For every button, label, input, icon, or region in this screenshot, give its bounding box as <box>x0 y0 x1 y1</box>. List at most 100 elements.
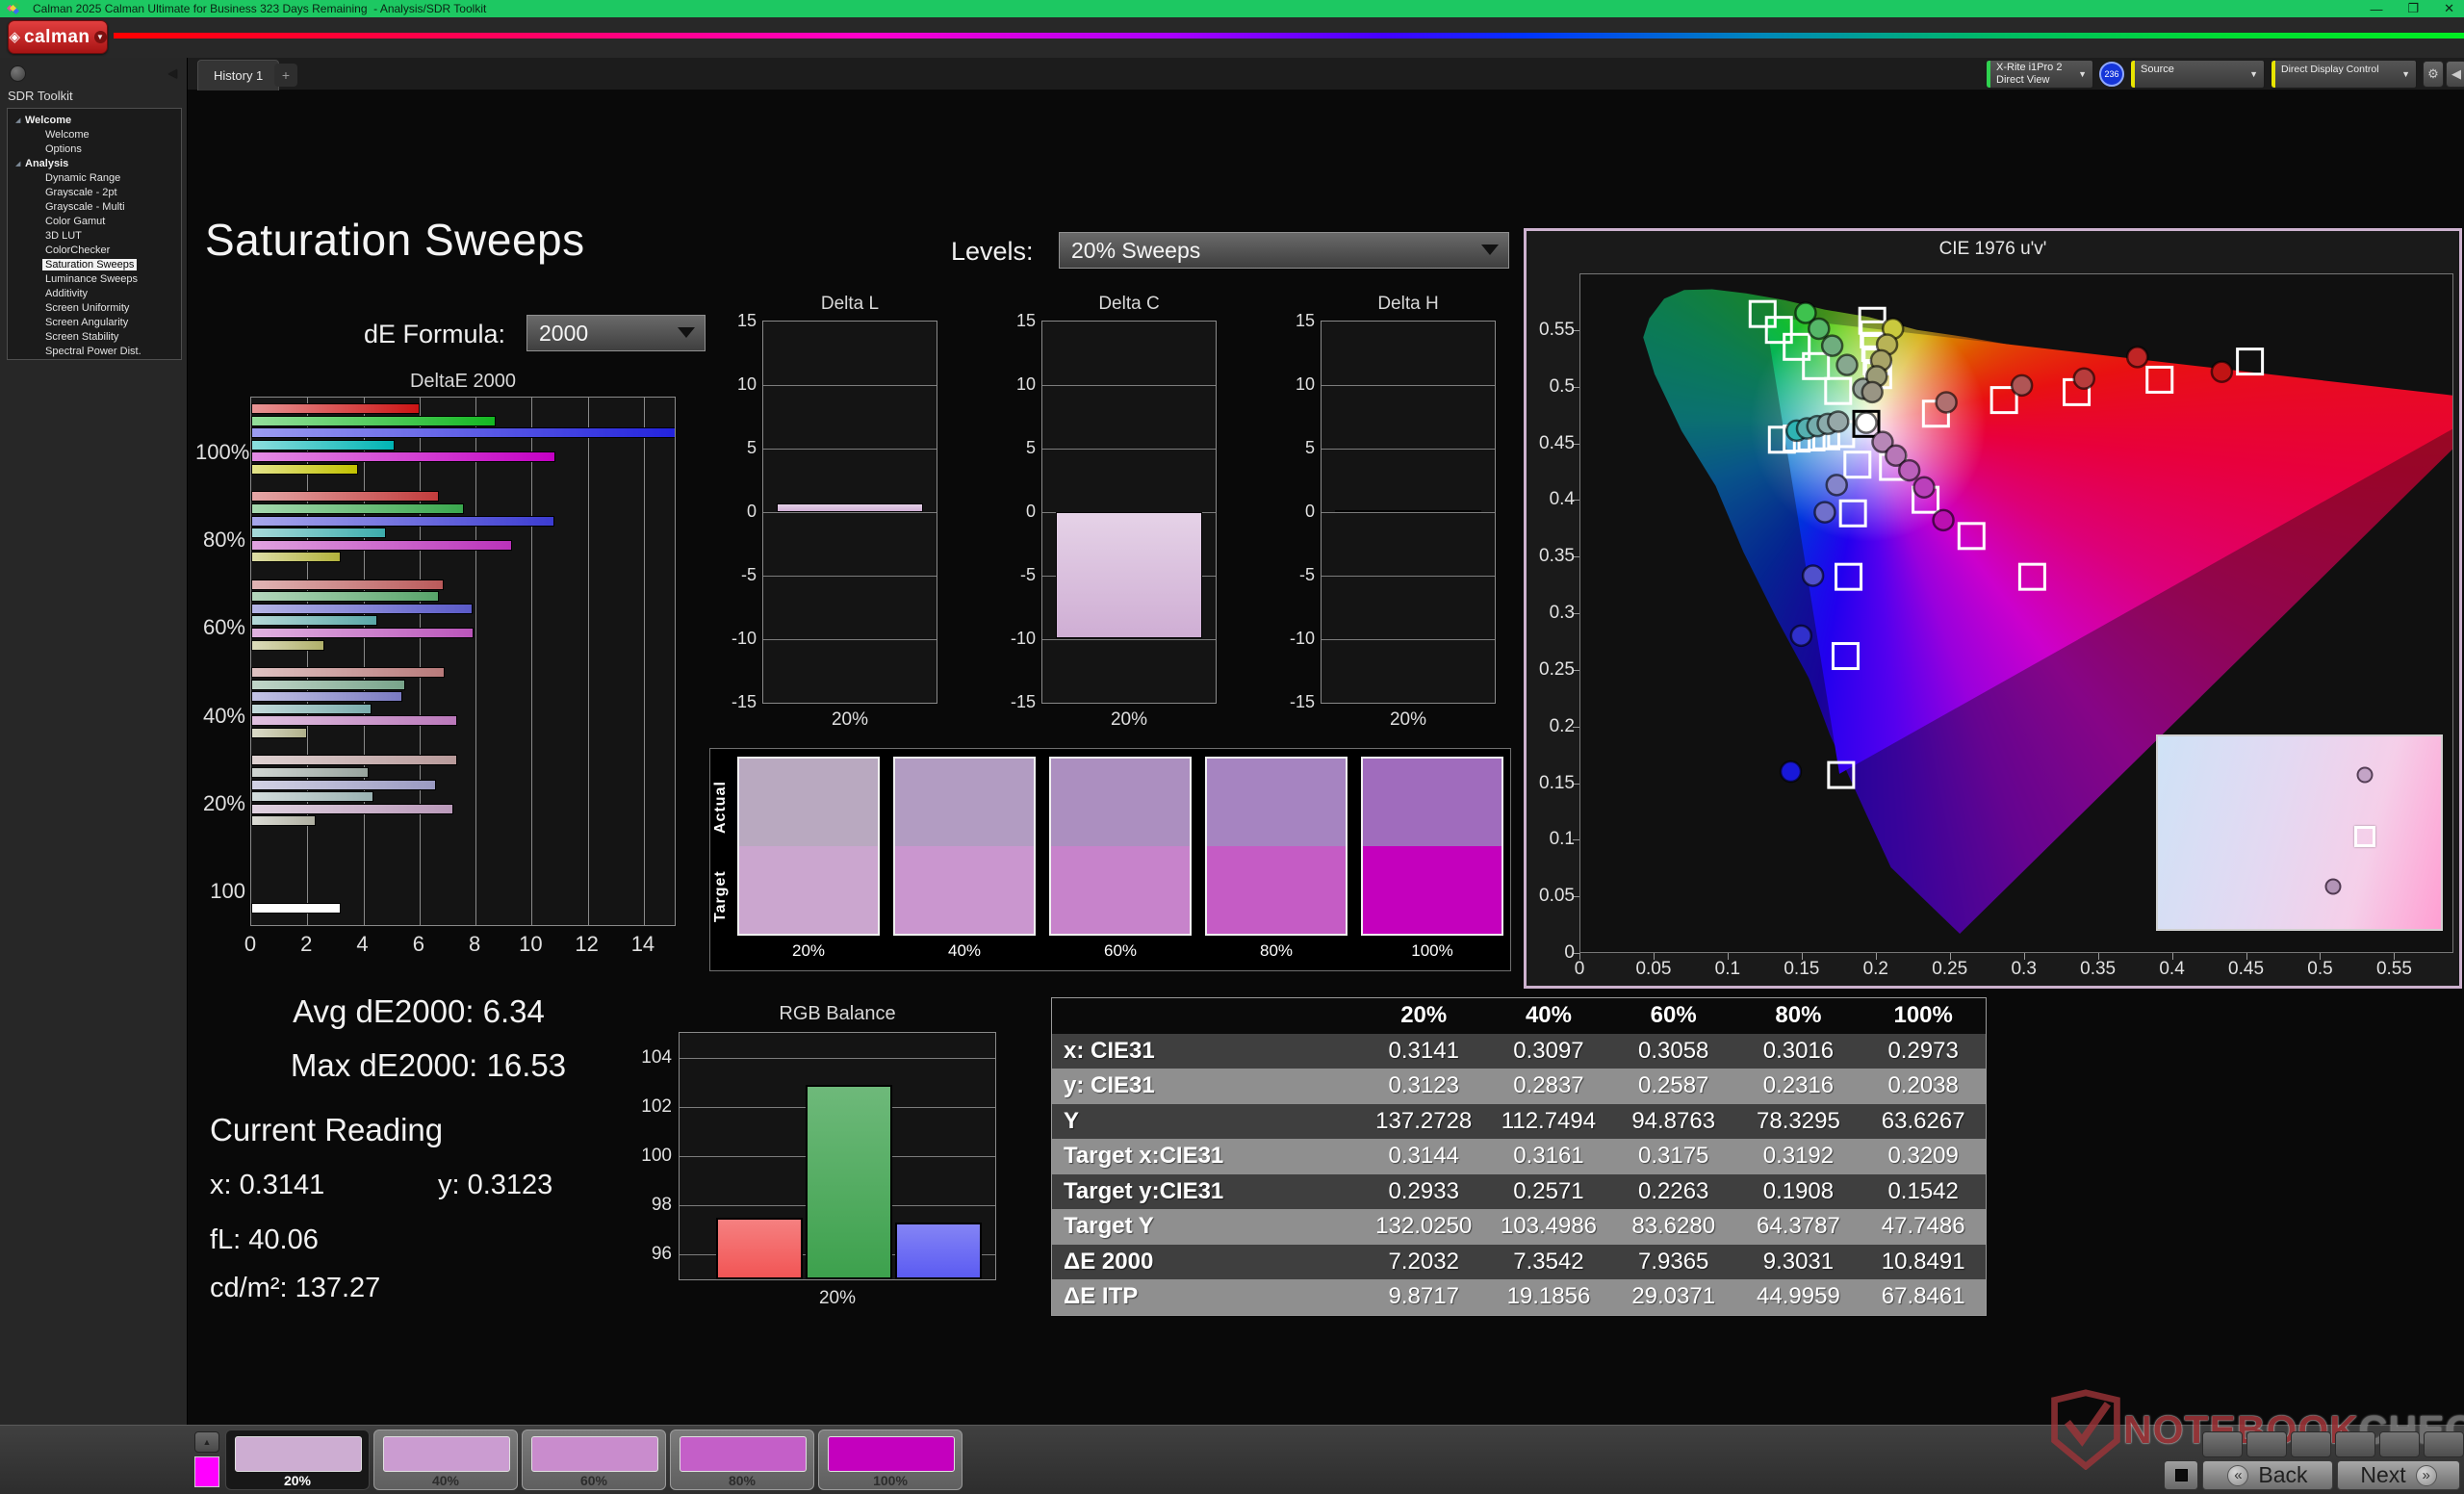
table-cell: 9.3031 <box>1736 1249 1861 1275</box>
footer-mini-button[interactable] <box>2335 1431 2375 1457</box>
rgb-balance-chart: RGB Balance 20% 9698100102104 <box>635 1003 1011 1311</box>
tree-item-color-gamut[interactable]: Color Gamut <box>8 214 181 228</box>
thumbnail-40%[interactable]: 40% <box>373 1430 518 1490</box>
tab-history-1[interactable]: History 1 <box>197 60 279 90</box>
thumbnail-swatch <box>383 1436 510 1472</box>
thumbnail-80%[interactable]: 80% <box>670 1430 814 1490</box>
gridline <box>1042 385 1216 386</box>
footer-mini-button[interactable] <box>2246 1431 2287 1457</box>
maximize-button[interactable]: ❐ <box>2407 1 2419 16</box>
meter-dropdown[interactable]: X-Rite i1Pro 2 Direct View ▼ <box>1986 60 2093 89</box>
table-cell: 78.3295 <box>1736 1108 1861 1135</box>
gridline <box>531 398 532 925</box>
table-cell: 10.8491 <box>1861 1249 1986 1275</box>
swatch-column-60% <box>1049 757 1192 936</box>
thumbnail-100%[interactable]: 100% <box>818 1430 962 1490</box>
pattern-control: ▲ <box>194 1431 221 1489</box>
meter-count-badge[interactable]: 236 <box>2099 62 2124 87</box>
footer-mini-button[interactable] <box>2379 1431 2420 1457</box>
tree-item-screen-uniformity[interactable]: Screen Uniformity <box>8 300 181 315</box>
tree-item-analysis[interactable]: ◢Analysis <box>8 156 181 170</box>
table-cell: 7.2032 <box>1361 1249 1486 1275</box>
minimize-button[interactable]: — <box>2370 2 2382 16</box>
tree-item-additivity[interactable]: Additivity <box>8 286 181 300</box>
back-label: Back <box>2258 1462 2307 1488</box>
y-tick-label: -10 <box>1003 629 1036 649</box>
expander-icon[interactable]: ◢ <box>15 160 25 167</box>
bar-60%-cyan <box>251 615 377 626</box>
add-tab-button[interactable]: + <box>274 64 297 87</box>
tree-item-welcome[interactable]: Welcome <box>8 127 181 142</box>
row-label: x: CIE31 <box>1052 1038 1361 1065</box>
tree-item-label: Welcome <box>42 129 92 141</box>
calman-menu-button[interactable]: ◈ calman ▼ <box>8 20 108 54</box>
tree-item-welcome[interactable]: ◢Welcome <box>8 113 181 127</box>
tree-item-saturation-sweeps[interactable]: Saturation Sweeps <box>8 257 181 271</box>
gridline <box>763 385 937 386</box>
table-cell: 0.2038 <box>1861 1072 1986 1099</box>
sidebar-knob-button[interactable] <box>10 65 26 82</box>
y-tick-label: 0.2 <box>1530 716 1575 737</box>
tree-item-options[interactable]: Options <box>8 142 181 156</box>
settings-gear-button[interactable]: ⚙ <box>2423 61 2444 88</box>
tree-item-colorchecker[interactable]: ColorChecker <box>8 243 181 257</box>
tree-item-luminance-sweeps[interactable]: Luminance Sweeps <box>8 271 181 286</box>
bar-40%-green <box>251 680 405 690</box>
display-control-label: Direct Display Control <box>2281 64 2379 75</box>
thumbnail-60%[interactable]: 60% <box>522 1430 666 1490</box>
back-button[interactable]: « Back <box>2202 1460 2333 1490</box>
gridline <box>1042 449 1216 450</box>
y-tick-label: 5 <box>1003 438 1036 458</box>
y-tick-label: 0.4 <box>1530 489 1575 510</box>
delta-c-plot <box>1041 321 1217 704</box>
table-header-cell: 20% <box>1361 1002 1486 1029</box>
table-header-cell: 40% <box>1486 1002 1611 1029</box>
tree-item-grayscale-2pt[interactable]: Grayscale - 2pt <box>8 185 181 199</box>
tree-item-screen-stability[interactable]: Screen Stability <box>8 329 181 344</box>
delta-h-category: 20% <box>1321 709 1496 731</box>
next-button[interactable]: Next » <box>2337 1460 2460 1490</box>
measured-point <box>2012 375 2032 396</box>
tree-item-screen-angularity[interactable]: Screen Angularity <box>8 315 181 329</box>
row-label: Target Y <box>1052 1213 1361 1240</box>
footer-mini-button[interactable] <box>2291 1431 2331 1457</box>
thumbnail-label: 100% <box>819 1473 962 1488</box>
x-tick-label: 0.1 <box>1715 959 1740 980</box>
table-cell: 0.2973 <box>1861 1038 1986 1065</box>
measured-point <box>1809 319 1829 339</box>
inset-circle <box>2356 767 2373 784</box>
x-tick-label: 0.55 <box>2376 959 2412 980</box>
tree-item-3d-lut[interactable]: 3D LUT <box>8 228 181 243</box>
footer-mini-button[interactable] <box>2202 1431 2243 1457</box>
display-control-dropdown[interactable]: Direct Display Control ▼ <box>2271 60 2417 89</box>
target-square <box>1836 564 1861 589</box>
de-formula-select[interactable]: 2000 <box>526 315 706 351</box>
pattern-color-swatch[interactable] <box>194 1456 219 1487</box>
measured-point <box>2127 347 2147 367</box>
y-tick-label: -15 <box>1003 692 1036 712</box>
expander-icon[interactable]: ◢ <box>15 116 25 124</box>
bar-80%-red <box>251 491 439 502</box>
collapse-panel-button[interactable]: ◀ <box>2446 61 2464 88</box>
source-dropdown[interactable]: Source ▼ <box>2130 60 2265 89</box>
pattern-up-button[interactable]: ▲ <box>194 1431 219 1453</box>
tree-item-spectral-power-dist-[interactable]: Spectral Power Dist. <box>8 344 181 358</box>
close-button[interactable]: ✕ <box>2444 1 2454 16</box>
y-tick-label: 104 <box>635 1047 672 1069</box>
tree-item-grayscale-multi[interactable]: Grayscale - Multi <box>8 199 181 214</box>
row-label: Target y:CIE31 <box>1052 1178 1361 1205</box>
footer-mini-button[interactable] <box>2424 1431 2464 1457</box>
levels-select[interactable]: 20% Sweeps <box>1059 232 1509 269</box>
sidebar-collapse-arrow-icon[interactable]: ◀ <box>168 66 177 80</box>
target-square <box>1766 318 1791 343</box>
x-tick-label: 0.05 <box>1635 959 1671 980</box>
x-tick-label: 8 <box>460 932 489 957</box>
table-cell: 94.8763 <box>1611 1108 1736 1135</box>
measured-point <box>1937 392 1957 412</box>
stop-button[interactable] <box>2164 1460 2198 1490</box>
gridline <box>644 398 645 925</box>
tree-item-dynamic-range[interactable]: Dynamic Range <box>8 170 181 185</box>
gridline <box>763 512 937 513</box>
gridline <box>307 398 308 925</box>
thumbnail-20%[interactable]: 20% <box>225 1430 370 1490</box>
